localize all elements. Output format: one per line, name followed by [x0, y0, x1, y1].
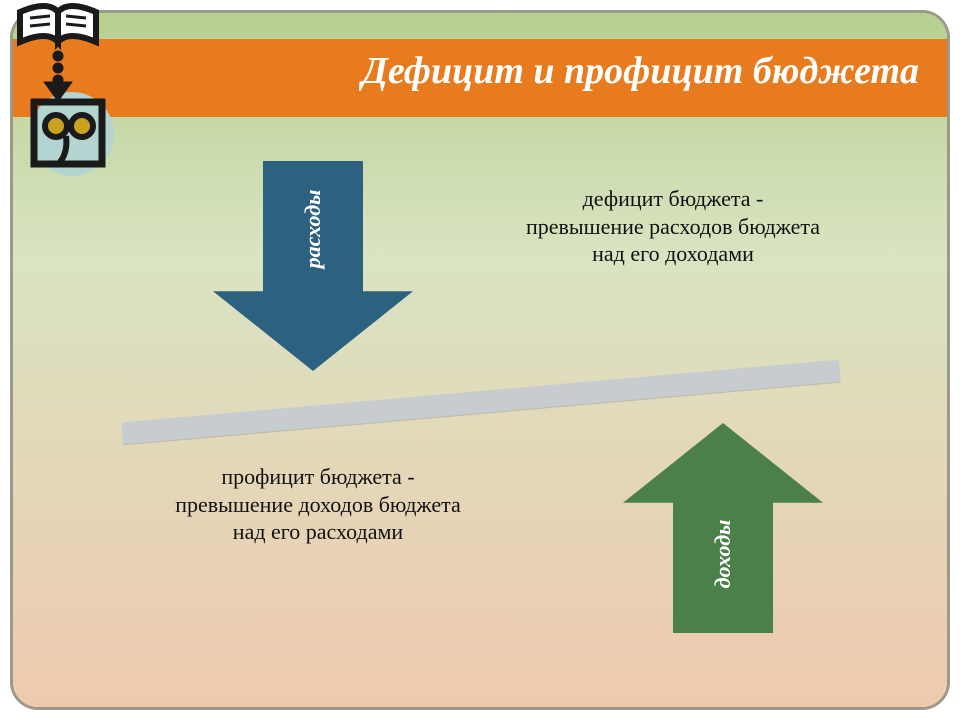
expenses-arrow-label: расходы — [300, 179, 326, 279]
page-title: Дефицит и профицит бюджета — [362, 49, 919, 93]
income-arrow-label: доходы — [710, 504, 736, 604]
income-arrow: доходы — [623, 423, 823, 633]
surplus-definition: профицит бюджета - превышение доходов бю… — [173, 463, 463, 546]
corner-decoration — [0, 0, 150, 174]
expenses-arrow: расходы — [213, 161, 413, 371]
slide: Дефицит и профицит бюджета расходы доход… — [0, 0, 960, 720]
book-binoculars-icon — [0, 0, 150, 184]
slide-frame: Дефицит и профицит бюджета расходы доход… — [10, 10, 950, 710]
deficit-definition: дефицит бюджета - превышение расходов бю… — [523, 185, 823, 268]
